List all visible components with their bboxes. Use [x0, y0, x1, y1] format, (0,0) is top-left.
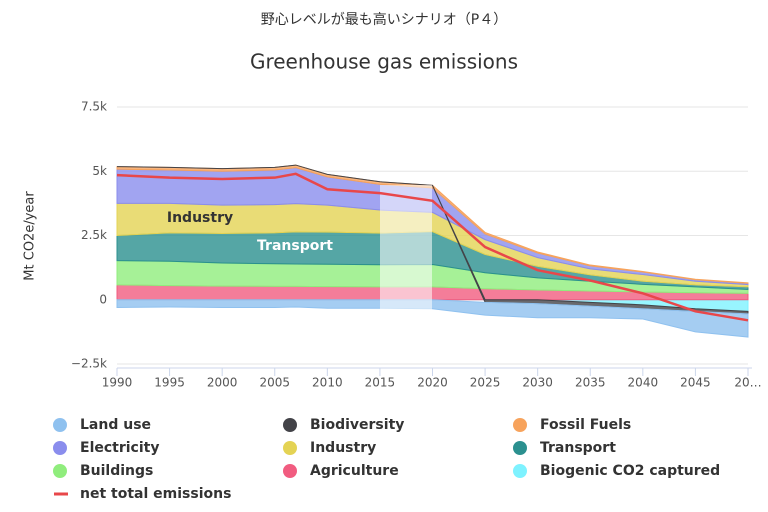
x-tick-label: 1990 — [102, 376, 133, 390]
x-tick-label: 1995 — [154, 376, 185, 390]
legend-label: Buildings — [80, 463, 153, 479]
legend-marker — [283, 418, 297, 432]
chart-supertitle: 野心レベルが最も高いシナリオ（P４） — [261, 11, 507, 28]
legend-marker — [283, 464, 297, 478]
x-tick-label: 2020 — [417, 376, 448, 390]
highlight-band — [380, 185, 432, 311]
x-tick-label: 2025 — [470, 376, 501, 390]
x-tick-label: 2030 — [522, 376, 553, 390]
net-line — [116, 172, 749, 322]
annotation: Industry — [167, 210, 233, 226]
y-axis-label: Mt CO2e/year — [23, 191, 38, 281]
legend-label: Transport — [540, 440, 616, 456]
legend-label: net total emissions — [80, 486, 231, 502]
y-tick-label: 2.5k — [81, 228, 107, 242]
legend-marker — [513, 464, 527, 478]
x-tick-label: 2010 — [312, 376, 343, 390]
x-tick-label: 2015 — [365, 376, 396, 390]
chart-title: Greenhouse gas emissions — [250, 50, 518, 74]
y-tick-label: 7.5k — [81, 100, 107, 114]
y-tick-label: 0 — [99, 292, 107, 306]
x-tick-label: 2000 — [207, 376, 238, 390]
legend-marker — [53, 464, 67, 478]
y-tick-label: 5k — [92, 164, 107, 178]
legend-label: Agriculture — [310, 463, 399, 479]
legend-marker — [53, 418, 67, 432]
area — [116, 299, 749, 338]
x-tick-label: 2040 — [628, 376, 659, 390]
x-tick-label: 2035 — [575, 376, 606, 390]
legend-label: Biogenic CO2 captured — [540, 463, 720, 479]
y-tick-label: −2.5k — [71, 357, 107, 371]
legend-label: Electricity — [80, 440, 159, 456]
legend-marker — [53, 441, 67, 455]
legend-marker — [513, 441, 527, 455]
legend-marker — [283, 441, 297, 455]
annotation: Transport — [257, 238, 333, 254]
legend-marker — [513, 418, 527, 432]
x-tick-label: 2045 — [680, 376, 711, 390]
legend-label: Industry — [310, 440, 376, 456]
legend-label: Fossil Fuels — [540, 417, 631, 433]
area — [116, 164, 749, 315]
legend-label: Land use — [80, 417, 151, 433]
x-tick-label: 2005 — [259, 376, 290, 390]
x-tick-label: 20… — [734, 376, 761, 390]
legend-label: Biodiversity — [310, 417, 404, 433]
